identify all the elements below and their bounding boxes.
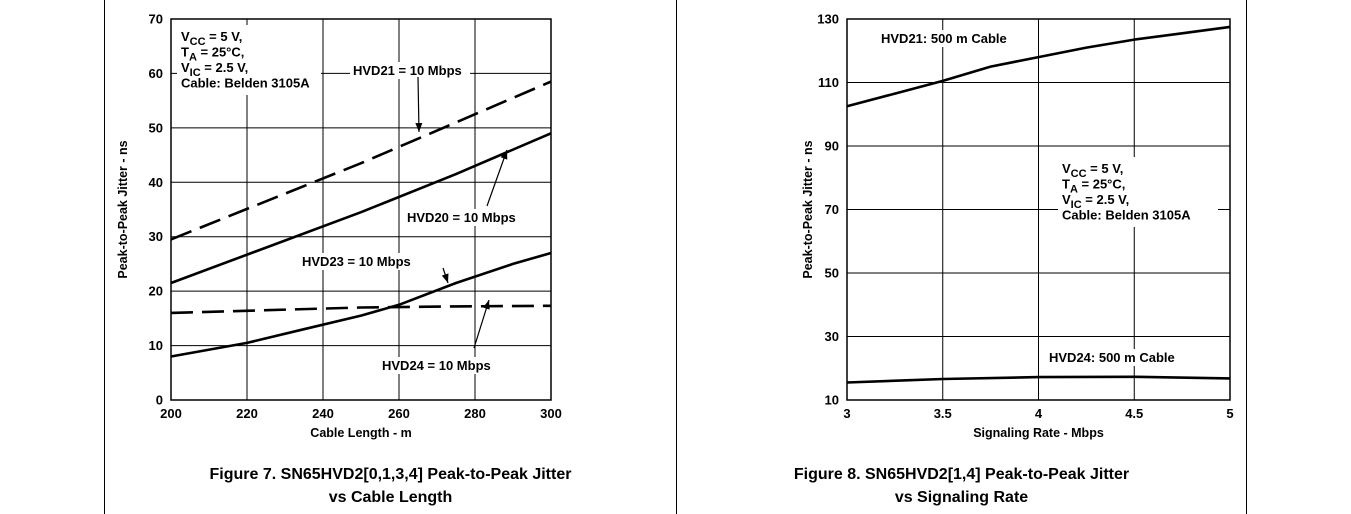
- fig7-x-tick-label: 260: [388, 406, 410, 421]
- fig8-x-tick-label: 3: [843, 406, 850, 421]
- fig7-series-label-bg: [404, 209, 524, 226]
- fig7-x-tick-label: 280: [464, 406, 486, 421]
- fig7-series-label-hvd24-10-mbps: HVD24 = 10 Mbps: [382, 358, 491, 373]
- fig7-x-tick-label: 200: [160, 406, 182, 421]
- fig7-series-label-bg: [350, 62, 470, 79]
- fig7-y-tick-label: 20: [149, 284, 163, 299]
- fig8-y-tick-label: 30: [825, 329, 839, 344]
- figure-7-caption-line2: vs Cable Length: [328, 489, 453, 506]
- fig8-series-label-bg: [1046, 349, 1189, 366]
- fig7-series-label-hvd21-10-mbps: HVD21 = 10 Mbps: [353, 63, 462, 78]
- figure-7-caption: Figure 7. SN65HVD2[0,1,3,4] Peak-to-Peak…: [105, 463, 676, 509]
- fig8-series-label-hvd21-500-m-cable: HVD21: 500 m Cable: [881, 31, 1007, 46]
- fig7-condition-text: Cable: Belden 3105A: [181, 76, 310, 91]
- frame-right-border: [1246, 0, 1247, 514]
- fig7-pointer-arrowhead: [482, 300, 490, 310]
- fig7-x-tick-label: 220: [236, 406, 258, 421]
- fig7-condition-text: VCC = 5 V,: [181, 29, 242, 48]
- fig8-condition-text: Cable: Belden 3105A: [1062, 208, 1191, 223]
- fig7-series-label-hvd20-10-mbps: HVD20 = 10 Mbps: [407, 210, 516, 225]
- fig7-condition-text: VIC = 2.5 V,: [181, 60, 248, 79]
- fig8-y-tick-label: 130: [817, 12, 839, 27]
- frame-divider: [676, 0, 677, 514]
- fig8-condition-text: VCC = 5 V,: [1062, 161, 1123, 180]
- fig8-y-tick-label: 10: [825, 393, 839, 408]
- fig7-pointer-arrowhead: [441, 273, 449, 283]
- fig7-pointer-arrowhead: [500, 150, 508, 160]
- fig8-y-tick-label: 110: [818, 75, 839, 90]
- fig7-y-tick-label: 30: [149, 229, 163, 244]
- fig8-series-line-hvd21-500-m-cable: [846, 25, 1231, 108]
- figure-7-panel: 200 220 240 260 280 300 0 10 20 30 40 50 60 70 Cable L…: [105, 0, 676, 514]
- fig8-x-tick-label: 3.5: [934, 406, 952, 421]
- fig8-x-tick-label: 4: [1035, 406, 1043, 421]
- fig7-x-tick-label: 240: [312, 406, 334, 421]
- fig7-y-tick-label: 70: [149, 12, 163, 27]
- fig7-series-line-hvd21-10-mbps: [170, 80, 552, 241]
- figure-8-caption-line2: vs Signaling Rate: [894, 489, 1029, 506]
- fig8-y-tick-label: 90: [825, 139, 839, 154]
- fig8-series-label-hvd24-500-m-cable: HVD24: 500 m Cable: [1049, 350, 1175, 365]
- fig7-pointer-line: [417, 76, 420, 133]
- fig7-y-axis-title: Peak-to-Peak Jitter - ns: [116, 140, 130, 278]
- fig8-y-axis-title: Peak-to-Peak Jitter - ns: [801, 140, 815, 278]
- fig8-x-axis-title: Signaling Rate - Mbps: [973, 426, 1104, 440]
- fig8-y-tick-label: 70: [825, 202, 839, 217]
- fig8-x-tick-label: 4.5: [1125, 406, 1143, 421]
- fig7-pointer-arrowhead: [415, 122, 423, 132]
- fig8-y-tick-label: 50: [825, 266, 839, 281]
- fig7-x-tick-label: 300: [540, 406, 562, 421]
- fig7-y-tick-label: 50: [149, 120, 163, 135]
- fig8-x-tick-label: 5: [1226, 406, 1233, 421]
- figure-8-caption-line1: Figure 8. SN65HVD2[1,4] Peak-to-Peak Jit…: [793, 466, 1130, 483]
- fig7-series-label-hvd23-10-mbps: HVD23 = 10 Mbps: [302, 254, 411, 269]
- fig7-pointer-line: [486, 149, 508, 207]
- fig8-condition-text: VIC = 2.5 V,: [1062, 192, 1129, 211]
- figure-8-chart: 3 3.5 4 4.5 5 10 30 50 70 90 110 130 Signaling Rate …: [801, 12, 1234, 441]
- frame-left-border: [104, 0, 105, 514]
- fig7-series-line-hvd23-10-mbps: [170, 251, 552, 358]
- fig8-series-label-bg: [878, 30, 1021, 47]
- fig8-series-line-hvd24-500-m-cable: [846, 375, 1231, 384]
- fig7-y-tick-label: 10: [149, 338, 163, 353]
- fig7-conditions-bg: [177, 25, 321, 95]
- fig7-series-line-hvd20-10-mbps: [170, 132, 552, 285]
- fig7-y-tick-label: 0: [156, 393, 163, 408]
- fig7-series-line-hvd24-10-mbps: [170, 304, 552, 315]
- fig8-plot-frame: [846, 18, 1231, 401]
- fig7-plot-frame: [170, 18, 552, 401]
- figure-8-caption: Figure 8. SN65HVD2[1,4] Peak-to-Peak Jit…: [677, 463, 1246, 509]
- fig8-conditions-bg: [1058, 157, 1218, 227]
- figure-8-panel: 3 3.5 4 4.5 5 10 30 50 70 90 110 130 Signaling Rate …: [677, 0, 1246, 514]
- fig7-series-label-bg: [379, 357, 499, 374]
- fig7-condition-text: TA = 25°C,: [181, 45, 244, 64]
- figure-7-chart: 200 220 240 260 280 300 0 10 20 30 40 50 60 70 Cable L…: [116, 12, 562, 441]
- fig7-y-tick-label: 40: [149, 175, 163, 190]
- fig7-series-label-bg: [299, 253, 419, 270]
- fig7-y-tick-label: 60: [149, 66, 163, 81]
- fig7-x-axis-title: Cable Length - m: [310, 426, 411, 440]
- fig8-condition-text: TA = 25°C,: [1062, 177, 1125, 196]
- figure-7-caption-line1: Figure 7. SN65HVD2[0,1,3,4] Peak-to-Peak…: [209, 466, 572, 483]
